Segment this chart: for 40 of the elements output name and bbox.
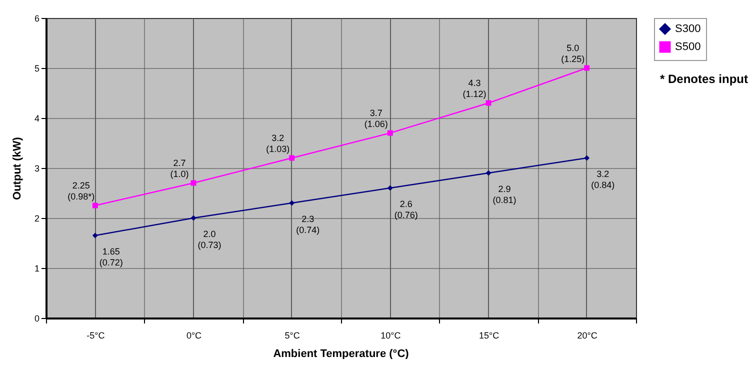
point — [584, 155, 590, 161]
y-tick-label: 3 — [34, 164, 40, 174]
x-tick-label: -5°C — [86, 330, 106, 340]
x-tick-label: 15°C — [478, 330, 500, 340]
data-label: 2.7 (1.0) — [170, 158, 189, 179]
data-label: 2.9 (0.81) — [492, 184, 516, 205]
point — [92, 202, 98, 208]
text: * Denotes input — [660, 72, 748, 86]
data-label: 2.0 (0.73) — [198, 229, 222, 250]
x-tick-label: 0°C — [186, 330, 202, 340]
x-tick-label: 10°C — [380, 330, 402, 340]
point — [289, 155, 295, 161]
y-tick-label: 1 — [34, 264, 40, 274]
point — [289, 200, 295, 206]
point — [92, 232, 98, 238]
data-label: 4.3 (1.12) — [462, 78, 486, 99]
x-tick-label: 20°C — [577, 330, 598, 340]
x-axis-title: Ambient Temperature (°C) — [273, 348, 410, 360]
data-label: 1.65 (0.72) — [99, 246, 123, 268]
y-tick-label: 0 — [34, 314, 40, 324]
data-label: 5.0 (1.25) — [561, 43, 585, 64]
data-label: 2.25 (0.98*) — [68, 180, 95, 202]
data-label: 2.3 (0.74) — [296, 214, 320, 235]
y-tick-label: 2 — [34, 214, 40, 224]
y-tick-label: 6 — [34, 14, 40, 24]
point — [387, 185, 393, 191]
data-label: 3.2 (1.03) — [266, 133, 290, 154]
data-label: 3.2 (0.84) — [591, 169, 615, 190]
data-label: 3.7 (1.06) — [364, 108, 388, 129]
data-label: 2.6 (0.76) — [394, 199, 418, 220]
point — [584, 65, 590, 71]
point — [486, 170, 492, 176]
y-axis-title: Output (kW) — [11, 136, 24, 200]
legend-label: S300 — [675, 23, 701, 35]
y-tick-label: 5 — [34, 64, 40, 74]
point — [387, 130, 393, 136]
point — [190, 215, 196, 221]
y-tick-label: 4 — [34, 114, 40, 124]
x-tick-label: 5°C — [284, 330, 300, 340]
legend-label: S500 — [675, 41, 701, 53]
